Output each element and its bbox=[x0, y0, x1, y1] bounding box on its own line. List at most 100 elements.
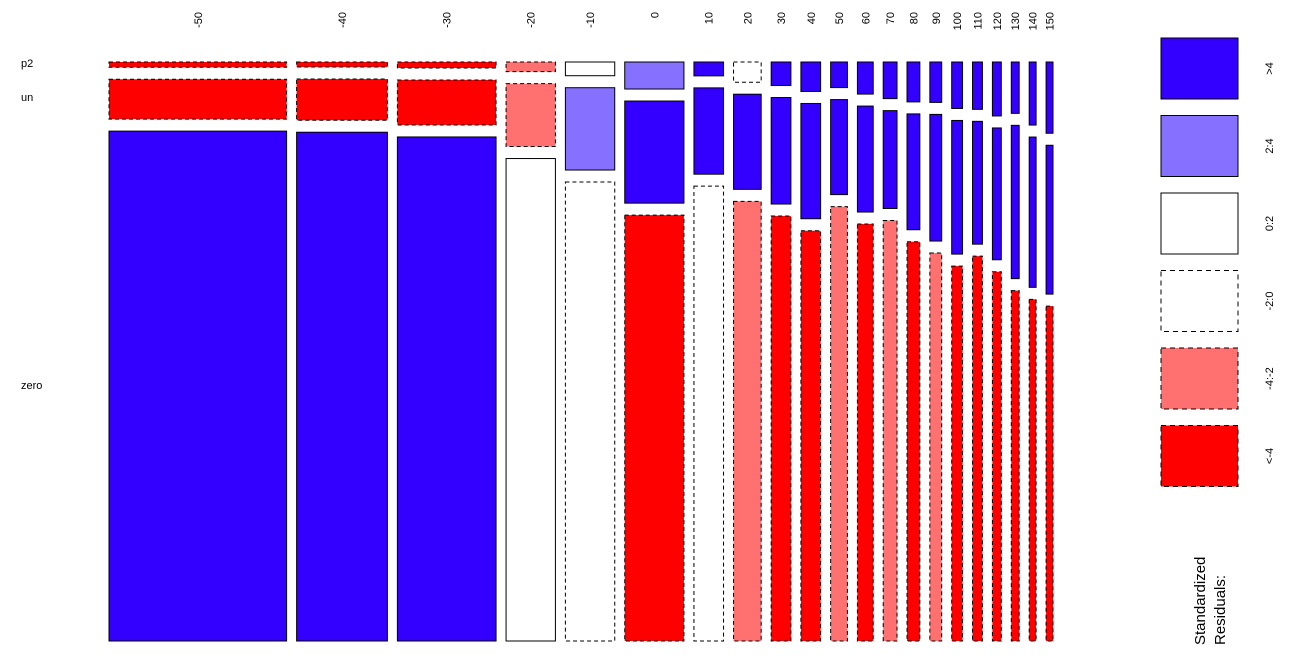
mosaic-tile bbox=[882, 110, 898, 209]
mosaic-tile bbox=[856, 105, 874, 213]
mosaic-tile bbox=[624, 214, 685, 642]
mosaic-tile bbox=[108, 61, 288, 68]
mosaic-tile bbox=[624, 100, 685, 204]
y-tick-label: un bbox=[21, 92, 33, 104]
mosaic-tile bbox=[882, 219, 898, 642]
y-tick-label: zero bbox=[21, 380, 42, 392]
mosaic-tile bbox=[856, 223, 874, 642]
x-tick-label: 40 bbox=[806, 12, 818, 24]
mosaic-tile bbox=[396, 79, 497, 126]
x-tick-label: -20 bbox=[526, 12, 538, 28]
legend-label: 0:2 bbox=[1264, 216, 1276, 231]
mosaic-tile bbox=[624, 61, 685, 90]
mosaic-tile bbox=[770, 97, 792, 205]
mosaic-tile bbox=[1028, 136, 1037, 288]
mosaic-tile bbox=[972, 120, 983, 245]
mosaic-tile bbox=[906, 241, 921, 642]
x-tick-label: 100 bbox=[952, 12, 964, 30]
mosaic-tile bbox=[951, 119, 964, 255]
mosaic-tile bbox=[906, 61, 921, 103]
x-tick-label: -40 bbox=[337, 12, 349, 28]
x-axis-labels: -50 -40 -30 -20 -10 0 10 20 30 40 50 60 70 80 90 100 110… bbox=[193, 12, 1057, 30]
mosaic-tile bbox=[1028, 298, 1037, 642]
mosaic-tiles bbox=[108, 61, 1054, 642]
mosaic-tile bbox=[1045, 61, 1054, 134]
mosaic-tile bbox=[396, 136, 497, 642]
mosaic-tile bbox=[733, 93, 762, 190]
mosaic-tile bbox=[991, 61, 1002, 117]
legend-swatch bbox=[1160, 270, 1239, 332]
mosaic-tile bbox=[693, 87, 725, 175]
mosaic-tile bbox=[693, 61, 725, 77]
x-tick-label: 60 bbox=[860, 12, 872, 24]
mosaic-tile bbox=[929, 113, 943, 242]
legend-swatch bbox=[1160, 425, 1239, 487]
x-tick-label: 140 bbox=[1028, 12, 1040, 30]
mosaic-tile bbox=[296, 61, 388, 68]
mosaic-tile bbox=[108, 130, 288, 642]
mosaic-tile bbox=[991, 127, 1002, 261]
mosaic-tile bbox=[882, 61, 898, 100]
x-tick-label: 10 bbox=[704, 12, 716, 24]
x-tick-label: 120 bbox=[992, 12, 1004, 30]
mosaic-tile bbox=[1010, 290, 1020, 642]
mosaic-tile bbox=[991, 271, 1002, 642]
mosaic-tile bbox=[830, 99, 848, 196]
mosaic-tile bbox=[396, 61, 497, 69]
x-tick-label: -10 bbox=[585, 12, 597, 28]
mosaic-tile bbox=[108, 78, 288, 120]
mosaic-tile bbox=[296, 131, 388, 642]
mosaic-tile bbox=[770, 215, 792, 642]
mosaic-tile bbox=[564, 61, 616, 77]
mosaic-tile bbox=[929, 61, 943, 103]
legend-label: <-4 bbox=[1264, 448, 1276, 464]
x-tick-label: 80 bbox=[908, 12, 920, 24]
mosaic-tile bbox=[972, 61, 983, 110]
y-tick-label: p2 bbox=[21, 58, 33, 70]
x-tick-label: 0 bbox=[649, 12, 661, 18]
mosaic-tile bbox=[1010, 61, 1020, 114]
legend-boxes: >4 2:4 0:2 -2:0 -4:-2 <-4 bbox=[1160, 37, 1276, 487]
mosaic-tile bbox=[505, 61, 556, 73]
legend-swatch bbox=[1160, 115, 1239, 177]
mosaic-tile bbox=[564, 181, 616, 642]
x-tick-label: -50 bbox=[193, 12, 205, 28]
legend-label: -4:-2 bbox=[1264, 367, 1276, 390]
mosaic-tile bbox=[693, 185, 725, 642]
mosaic-tile bbox=[1028, 61, 1037, 126]
x-tick-label: 130 bbox=[1010, 12, 1022, 30]
mosaic-tile bbox=[733, 61, 762, 83]
x-tick-label: 20 bbox=[742, 12, 754, 24]
mosaic-tile bbox=[1045, 305, 1054, 642]
legend-label: >4 bbox=[1264, 62, 1276, 75]
mosaic-tile bbox=[1010, 124, 1020, 280]
mosaic-tile bbox=[972, 255, 983, 642]
mosaic-tile bbox=[733, 200, 762, 642]
mosaic-tile bbox=[830, 61, 848, 89]
legend-title: Standardized Residuals: bbox=[1192, 552, 1229, 645]
mosaic-tile bbox=[856, 61, 874, 95]
mosaic-tile bbox=[929, 252, 943, 642]
x-tick-label: -30 bbox=[442, 12, 454, 28]
x-tick-label: 50 bbox=[834, 12, 846, 24]
mosaic-tile bbox=[800, 61, 822, 92]
mosaic-tile bbox=[951, 61, 964, 109]
legend-swatch bbox=[1160, 347, 1239, 410]
legend-swatch bbox=[1160, 37, 1239, 100]
mosaic-tile bbox=[505, 83, 556, 148]
legend-label: -2:0 bbox=[1264, 292, 1276, 311]
mosaic-tile bbox=[830, 206, 848, 642]
mosaic-tile bbox=[906, 113, 921, 231]
mosaic-tile bbox=[800, 230, 822, 642]
mosaic-tile bbox=[564, 87, 616, 171]
mosaic-tile bbox=[505, 158, 556, 642]
legend: >4 2:4 0:2 -2:0 -4:-2 <-4 Standardized Residu… bbox=[1160, 37, 1276, 645]
x-tick-label: 70 bbox=[885, 12, 897, 24]
x-tick-label: 150 bbox=[1045, 12, 1057, 30]
x-tick-label: 30 bbox=[776, 12, 788, 24]
x-tick-label: 110 bbox=[972, 12, 984, 30]
x-tick-label: 90 bbox=[931, 12, 943, 24]
legend-swatch bbox=[1160, 192, 1239, 255]
y-axis-labels: p2 un zero bbox=[21, 58, 42, 392]
